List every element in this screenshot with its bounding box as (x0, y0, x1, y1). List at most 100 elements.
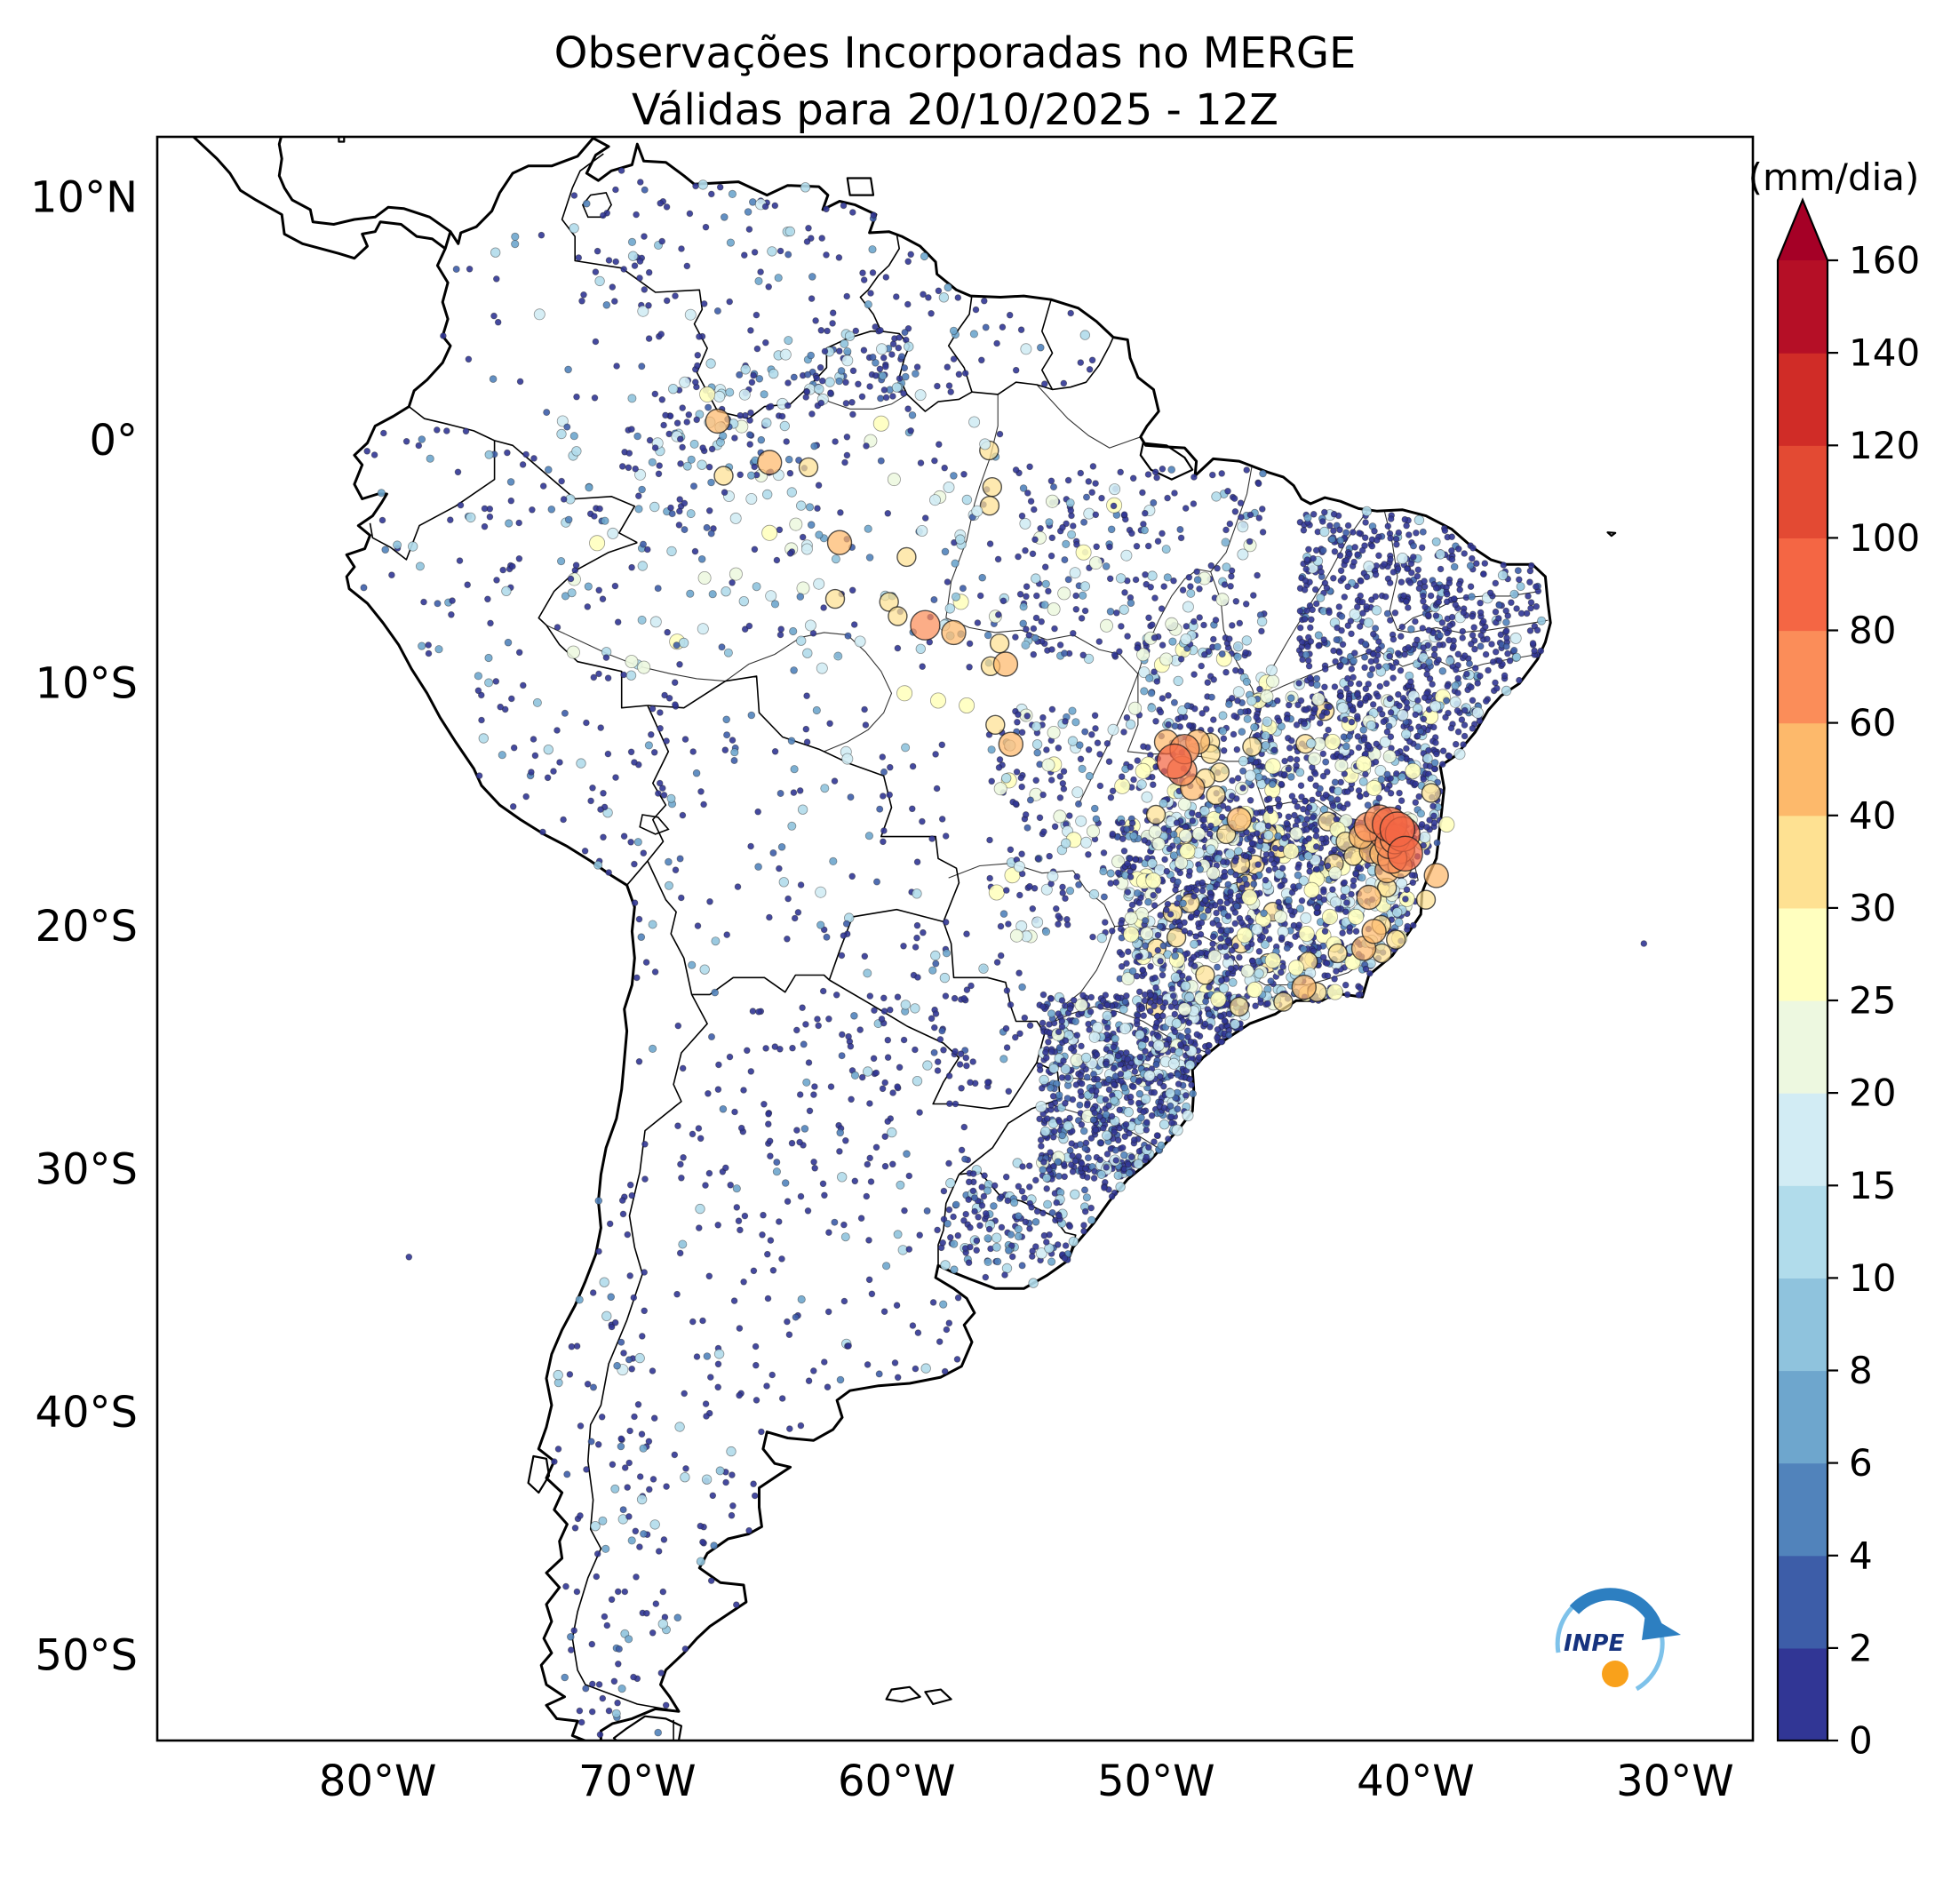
observation-point (1439, 761, 1446, 768)
observation-point (1509, 589, 1519, 599)
observation-point (1444, 629, 1451, 637)
observation-point (974, 619, 982, 626)
observation-point (1135, 899, 1143, 906)
observation-point (1111, 651, 1119, 658)
observation-point (1111, 1034, 1119, 1043)
observation-point (691, 378, 699, 386)
observation-point (1095, 638, 1103, 645)
observation-point (1387, 555, 1394, 563)
observation-point (1190, 953, 1198, 961)
observation-point (805, 503, 815, 512)
observation-point (1348, 665, 1356, 673)
country-border-line (571, 994, 708, 1712)
observation-point (1232, 686, 1245, 698)
observation-point (425, 641, 433, 649)
observation-point (1321, 683, 1328, 691)
observation-point (1155, 1032, 1162, 1040)
observation-point (544, 774, 552, 782)
observation-point (1344, 622, 1352, 629)
observation-point (506, 478, 515, 486)
observation-point (1268, 780, 1277, 788)
observation-point (1146, 1008, 1154, 1015)
observation-point (1429, 681, 1436, 688)
observation-point (1488, 641, 1495, 648)
observation-point (1382, 680, 1390, 688)
observation-point (850, 1012, 858, 1020)
observation-point (1079, 591, 1087, 600)
observation-point (599, 211, 607, 219)
observation-point (808, 273, 816, 281)
observation-point (1283, 819, 1291, 827)
observation-point (1221, 581, 1229, 588)
observation-point (981, 1172, 988, 1179)
observation-point (1142, 942, 1150, 950)
observation-point (1122, 1120, 1130, 1128)
observation-point (1406, 737, 1413, 745)
observation-point (1508, 599, 1515, 606)
observation-point (1041, 758, 1055, 772)
observation-point (627, 237, 637, 246)
observation-point (1247, 755, 1255, 763)
observation-point (564, 515, 573, 524)
observation-point (829, 309, 837, 317)
observation-point (591, 394, 599, 402)
observation-point (1288, 737, 1295, 745)
observation-point (697, 459, 707, 470)
observation-point (1426, 675, 1434, 682)
observation-point (418, 435, 426, 443)
observation-point (1256, 616, 1268, 627)
observation-point (1350, 529, 1357, 536)
observation-point (993, 339, 1000, 347)
observation-point (1062, 895, 1069, 902)
observation-point (1247, 917, 1254, 925)
observation-point (1031, 739, 1043, 750)
observation-point (1430, 651, 1438, 658)
observation-point (824, 377, 835, 387)
observation-point (1495, 657, 1503, 665)
observation-point (1502, 642, 1510, 650)
observation-point (1079, 651, 1087, 659)
observation-point (763, 1382, 770, 1390)
observation-point (1134, 644, 1141, 652)
observation-point (1083, 1073, 1091, 1081)
observation-point (1224, 487, 1231, 495)
observation-point (1128, 901, 1136, 909)
observation-point (1348, 630, 1355, 638)
observation-point (1181, 928, 1189, 935)
observation-point (1206, 1010, 1214, 1018)
observation-point (1254, 480, 1262, 488)
observation-point (1186, 588, 1196, 598)
observation-point (1385, 929, 1406, 950)
observation-point (511, 239, 520, 249)
observation-point (1053, 809, 1067, 824)
observation-point (1174, 1105, 1182, 1113)
observation-point (1070, 1189, 1080, 1200)
observation-point (996, 430, 1004, 438)
observation-point (776, 864, 783, 872)
observation-point (1477, 599, 1484, 607)
observation-point (1446, 622, 1453, 629)
observation-point (1527, 604, 1534, 612)
observation-point (1075, 815, 1087, 827)
observation-point (1486, 589, 1494, 597)
observation-point (1294, 701, 1302, 709)
observation-point (1482, 650, 1490, 658)
observation-point (730, 757, 738, 765)
observation-point (1164, 494, 1171, 502)
observation-point (751, 463, 758, 471)
observation-point (510, 744, 518, 752)
observation-point (855, 380, 862, 388)
observation-point (1302, 706, 1310, 713)
observation-point (843, 292, 850, 300)
observation-point (452, 265, 460, 273)
observation-point (1118, 1078, 1125, 1085)
observation-point (1237, 667, 1245, 675)
observation-point (1313, 904, 1321, 912)
observation-point (657, 331, 665, 338)
observation-point (1423, 824, 1430, 831)
observation-point (859, 269, 866, 277)
observation-point (1121, 1133, 1128, 1140)
observation-point (705, 358, 716, 369)
observation-point (1015, 711, 1022, 718)
observation-point (1160, 583, 1167, 590)
